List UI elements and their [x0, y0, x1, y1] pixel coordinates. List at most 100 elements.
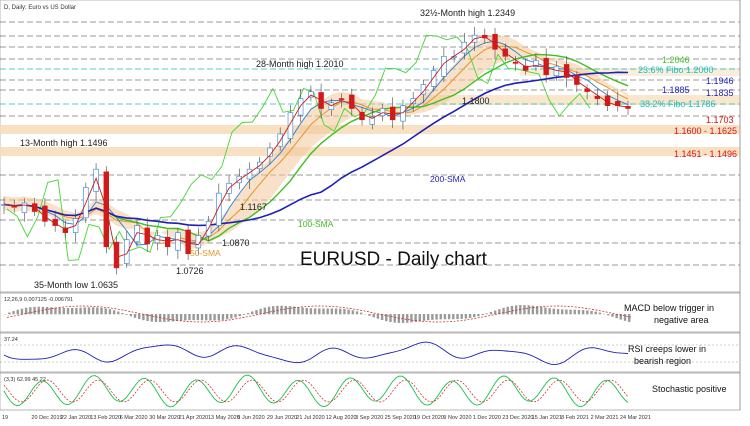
candle-body [390, 107, 395, 120]
macd-bar [352, 310, 354, 314]
macd-bar [54, 308, 56, 315]
zone-1451 [0, 147, 740, 156]
macd-bar [486, 313, 488, 314]
macd-bar [452, 314, 454, 319]
macd-bar [255, 310, 257, 314]
x-tick-label: 21 Jul 2020 [296, 415, 324, 421]
macd-bar [582, 310, 584, 314]
macd-bar [151, 314, 153, 322]
x-tick-label: 13 Feb 2020 [90, 415, 121, 421]
x-tick-label: 19 Oct 2020 [414, 415, 444, 421]
candle-body [165, 237, 170, 247]
macd-bar [494, 311, 496, 315]
macd-bar [134, 314, 136, 318]
macd-bar [490, 312, 492, 314]
label-1835: 1.1835 [706, 88, 734, 98]
label-2046: 1.2046 [662, 55, 690, 65]
x-tick-label: 20 Dec 2019 [31, 415, 62, 421]
macd-bar [389, 314, 391, 322]
macd-bar [423, 314, 425, 321]
macd-bar [67, 308, 69, 314]
macd-bar [167, 314, 169, 322]
macd-bar [557, 309, 559, 314]
annot-low-35m: 35-Month low 1.0635 [34, 280, 118, 290]
macd-bar [440, 314, 442, 319]
macd-bar [96, 307, 98, 314]
x-tick-label: 30 Mar 2020 [149, 415, 180, 421]
macd-bar [481, 314, 483, 315]
macd-bar [536, 306, 538, 314]
x-tick-label: 21 Apr 2020 [179, 415, 209, 421]
candle-body [216, 193, 221, 225]
x-tick-label: 29 Jun 2020 [267, 415, 297, 421]
annot-0870: 1.0870 [222, 238, 250, 248]
x-tick-label: 6 Mar 2020 [120, 415, 148, 421]
stoch-note: Stochastic positive [652, 384, 727, 394]
candle-body [176, 233, 181, 251]
macd-bar [326, 308, 328, 314]
macd-bar [569, 310, 571, 315]
x-tick-label: 3 Sep 2020 [355, 415, 383, 421]
candle-body [401, 106, 406, 121]
annot-0726: 1.0726 [176, 266, 204, 276]
x-tick-label: 13 May 2020 [208, 415, 240, 421]
label-1885: 1.1885 [662, 85, 690, 95]
annot-1800: 1.1800 [462, 96, 490, 106]
macd-bar [507, 307, 509, 315]
macd-bar [155, 314, 157, 322]
macd-bar [301, 308, 303, 315]
macd-bar [431, 314, 433, 320]
macd-bar [628, 314, 630, 322]
macd-bar [590, 311, 592, 314]
macd-bar [12, 311, 14, 314]
macd-bar [561, 309, 563, 314]
macd-bar [343, 309, 345, 314]
macd-bar [218, 314, 220, 320]
macd-bar [209, 314, 211, 320]
macd-bar [331, 308, 333, 314]
macd-header: 12,26,9 0.007125 -0.006791 [4, 297, 73, 303]
symbol-header: D, Daily: Euro vs US Dollar [4, 5, 76, 11]
x-tick-label: 8 Feb 2021 [561, 415, 589, 421]
macd-bar [523, 305, 525, 314]
candle-body [114, 242, 119, 268]
candle-body [544, 58, 549, 74]
macd-bar [460, 314, 462, 319]
x-tick-label: 15 Jan 2021 [532, 415, 562, 421]
macd-bar [79, 308, 81, 315]
macd-bar [121, 313, 123, 314]
macd-bar [318, 309, 320, 315]
candle-body [339, 99, 344, 100]
macd-bar [419, 314, 421, 321]
macd-bar [502, 308, 504, 314]
candle-body [349, 95, 354, 109]
main-title: EURUSD - Daily chart [300, 249, 488, 270]
macd-bar [239, 314, 241, 316]
macd-bar [125, 314, 127, 315]
macd-bar [251, 311, 253, 314]
macd-bar [356, 311, 358, 314]
macd-bar [105, 308, 107, 314]
macd-bar [88, 307, 90, 314]
macd-bar [456, 314, 458, 319]
label-fibo236: 23.6% Fibo 1.2000 [638, 65, 714, 75]
x-tick-label: 19 [2, 415, 8, 421]
label-sma100: 100-SMA [298, 219, 334, 229]
macd-bar [285, 306, 287, 314]
macd-bar [213, 314, 215, 320]
annot-high-28m: 28-Month high 1.2010 [256, 59, 344, 69]
x-tick-label: 23 Dec 2020 [502, 415, 533, 421]
x-tick-label: 5 Jun 2020 [237, 415, 264, 421]
macd-bar [377, 314, 379, 319]
macd-bar [310, 308, 312, 314]
macd-bar [393, 314, 395, 323]
macd-bar [473, 314, 475, 317]
macd-bar [406, 314, 408, 323]
macd-bar [335, 308, 337, 314]
macd-bar [272, 306, 274, 314]
annot-high-13m: 13-Month high 1.1496 [20, 138, 108, 148]
macd-bar [574, 310, 576, 315]
macd-bar [226, 314, 228, 319]
